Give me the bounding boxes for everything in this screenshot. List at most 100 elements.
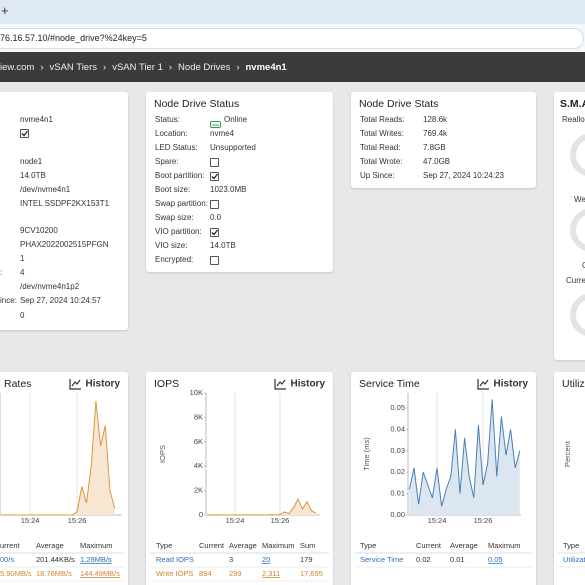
chart: Service Time History Time (ms) 15:24 15:26 0.… (355, 378, 532, 568)
y-tick-label: 10K (190, 388, 203, 397)
address-bar[interactable] (0, 28, 584, 49)
field-label: ince: (0, 296, 17, 305)
checkbox (210, 158, 219, 167)
y-tick-label: 6K (194, 437, 203, 446)
y-tick-label: 0 (199, 510, 203, 519)
field-label: Up Since: (360, 171, 395, 180)
check (211, 229, 218, 236)
panel-title: Node Drive Stats (359, 98, 439, 110)
breadcrumb-item[interactable]: nvme4n1 (245, 61, 287, 73)
breadcrumb-separator: › (40, 61, 44, 73)
smart-gauges (570, 134, 585, 336)
history-icon (477, 379, 489, 390)
table-header: Maximum (262, 541, 295, 550)
check (211, 173, 218, 180)
status-panel: Node Drive Status Status: Online Location: n… (146, 92, 333, 272)
table-cell: 3 (229, 555, 233, 564)
smart-label: C (582, 261, 585, 270)
table-header: urrent (0, 541, 21, 550)
table-cell: Utilizat (563, 555, 585, 564)
table-cell: 179 (300, 555, 313, 564)
chart-title: IOPS (154, 378, 179, 390)
y-axis-label: Percent (563, 440, 572, 467)
breadcrumb-separator: › (103, 61, 107, 73)
field-value: 1023.0MB (210, 185, 247, 194)
service-time-panel: Service Time History Time (ms) 15:24 15:26 0.… (351, 372, 536, 585)
breadcrumb-item[interactable]: Node Drives (178, 61, 231, 73)
breadcrumb-separator: › (236, 61, 240, 73)
field-label: Boot partition: (155, 171, 205, 180)
checkbox (210, 228, 219, 237)
x-tick-label: 15:26 (271, 516, 290, 525)
history-link: History (494, 379, 529, 390)
y-tick-label: 0.03 (390, 446, 405, 455)
field-value: Sep 27, 2024 10:24:57 (20, 296, 101, 305)
field-label: Location: (155, 129, 188, 138)
status-icon (210, 115, 221, 133)
x-tick-label: 15:26 (474, 516, 493, 525)
field-value: 14.0TB (20, 171, 46, 180)
field-value: 4 (20, 268, 25, 277)
chart: Utiliz Percent Type Utilizat (558, 378, 585, 568)
smart-label: Realloc (562, 115, 585, 124)
gauge-ring (570, 209, 585, 251)
history-link: History (291, 379, 326, 390)
gauge-ring (570, 294, 585, 336)
chart: IOPS History IOPS 15:24 15:26 0 2K 4K 6K 8K 10K Typ… (150, 378, 329, 582)
field-label: LED Status: (155, 143, 198, 152)
chart: Rates History 15:24 15:26 urrent Average Maxim… (0, 378, 124, 582)
utilization-panel: Utiliz Percent Type Utilizat (554, 372, 585, 585)
field-value: PHAX2022002515PFGN (20, 240, 109, 249)
y-tick-label: 0.00 (390, 510, 405, 519)
checkbox (210, 200, 219, 209)
table-header: Maximum (80, 541, 113, 550)
field-label: Total Read: (360, 143, 401, 152)
panel-title: S.M.A (560, 98, 585, 110)
table-cell: 5.90MB/s (0, 569, 32, 578)
chart-title: Service Time (359, 378, 420, 390)
x-tick-label: 15:24 (21, 516, 40, 525)
history-icon (276, 379, 286, 387)
field-value: Unsupported (210, 143, 256, 152)
breadcrumb-item[interactable]: iew.com (0, 61, 35, 73)
history-icon (69, 379, 81, 390)
x-tick-label: 15:24 (226, 516, 245, 525)
table-cell: 18.76MB/s (36, 569, 72, 578)
area (208, 499, 316, 515)
table-cell: 17,695 (300, 569, 323, 578)
history-icon (274, 379, 286, 390)
table-cell: Read IOPS (156, 555, 194, 564)
table-header: Average (450, 541, 478, 550)
toolbar: 76.16.57.10/#node_drive?%24key=5 (0, 24, 585, 52)
table-cell: 299 (229, 569, 242, 578)
table-cell: 1.29MB/s (80, 555, 112, 564)
field-value: 769.4k (423, 129, 448, 138)
breadcrumb-item[interactable]: vSAN Tiers (49, 61, 98, 73)
area (409, 399, 520, 515)
line (408, 399, 521, 507)
field-value: nvme4 (210, 129, 235, 138)
field-label: Status: (155, 115, 180, 124)
table-cell: Service Time (360, 555, 403, 564)
y-axis-label: IOPS (158, 445, 167, 463)
field-value: 9CV10200 (20, 226, 58, 235)
y-axis-label: Time (ms) (362, 437, 371, 471)
field-label: Total Wrote: (360, 157, 403, 166)
table-header: Maximum (488, 541, 521, 550)
field-value: Online (224, 115, 248, 124)
tab-strip: + (0, 0, 585, 24)
breadcrumb-item[interactable]: vSAN Tier 1 (112, 61, 163, 73)
history-icon (479, 379, 489, 387)
breadcrumb-bar: iew.com › vSAN Tiers › vSAN Tier 1 › Node Driv… (0, 52, 585, 82)
field-label: Encrypted: (155, 255, 194, 264)
breadcrumb-separator: › (168, 61, 173, 73)
table-cell: 2,311 (262, 569, 280, 578)
field-value: Sep 27, 2024 10:24:23 (423, 171, 504, 180)
y-tick-label: 0.01 (390, 489, 405, 498)
line (1, 401, 116, 516)
checkbox (210, 256, 219, 265)
new-tab[interactable]: + (1, 3, 9, 18)
gauge-ring (570, 134, 585, 176)
field-value: 1 (20, 254, 25, 263)
field-value: 0.0 (210, 213, 222, 222)
